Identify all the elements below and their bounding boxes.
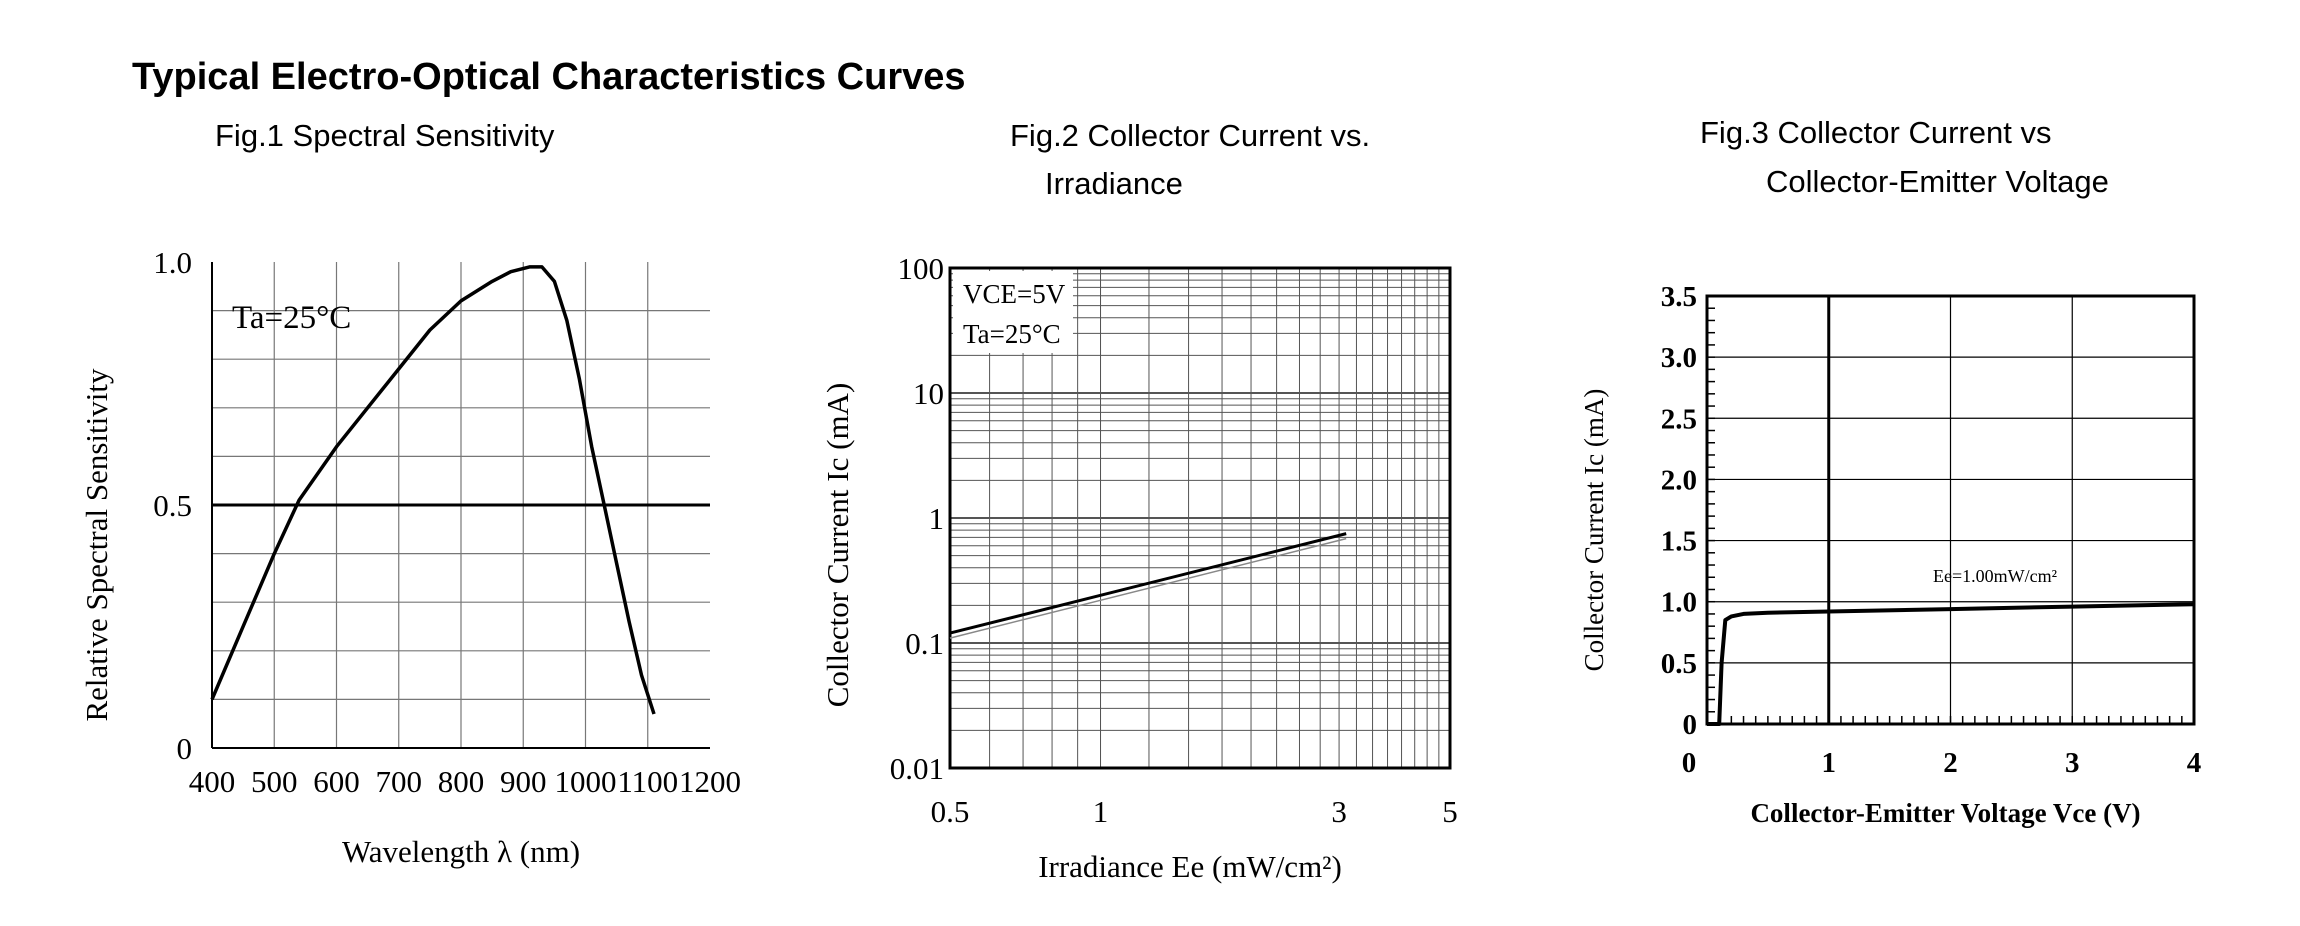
fig3-y-tick-label: 1.5 — [1661, 526, 1697, 558]
fig2-x-tick-label: 1 — [1093, 794, 1109, 829]
fig2-grid — [950, 268, 1450, 768]
fig3-y-tick-label: 0 — [1683, 709, 1698, 741]
fig3-plot-frame — [1705, 294, 2196, 726]
fig2-y-tick-label: 10 — [913, 376, 944, 411]
fig3-y-tick-label: 3.5 — [1661, 281, 1697, 313]
fig2-annotation-line1: VCE=5V — [963, 279, 1066, 309]
fig1-y-tick-label: 0 — [177, 731, 193, 766]
fig2-y-tick-label: 100 — [898, 251, 945, 286]
fig3-y-label: Collector Current Ic (mA) — [1579, 389, 1609, 672]
fig2-y-label: Collector Current Ic (mA) — [820, 383, 855, 708]
fig1-x-tick-label: 900 — [500, 764, 547, 799]
fig3-x-tick-label: 4 — [2187, 747, 2202, 779]
fig2-annotation-box — [953, 271, 1073, 353]
fig3-title-line1: Fig.3 Collector Current vs — [1700, 115, 2052, 150]
fig3-grid — [1707, 296, 2194, 724]
fig1-x-tick-label: 1200 — [679, 764, 741, 799]
fig3-y-tick-label: 1.0 — [1661, 587, 1697, 619]
fig2-x-tick-label: 5 — [1442, 794, 1458, 829]
fig2-x-tick-label: 0.5 — [931, 794, 970, 829]
fig2-series-line-shadow — [949, 537, 1347, 639]
fig3-x-tick-label: 1 — [1822, 747, 1837, 779]
fig1-y-tick-label: 0.5 — [153, 488, 192, 523]
fig2-y-tick-label: 0.1 — [905, 626, 944, 661]
fig3-series-label: Ee=1.00mW/cm² — [1933, 566, 2057, 586]
fig1-x-tick-label: 600 — [313, 764, 360, 799]
fig1-x-label: Wavelength λ (nm) — [342, 834, 580, 869]
fig1-x-tick-label: 1100 — [617, 764, 678, 799]
fig1-y-tick-label: 1.0 — [153, 245, 192, 280]
page-title: Typical Electro-Optical Characteristics … — [132, 56, 966, 98]
fig2-series-line — [949, 532, 1347, 635]
fig1-annotation: Ta=25°C — [232, 300, 351, 336]
fig3-x-tick-label: 0 — [1682, 747, 1697, 779]
fig2-title-line2: Irradiance — [1045, 166, 1183, 201]
fig3-y-tick-label: 3.0 — [1661, 342, 1697, 374]
fig2-y-tick-label: 0.01 — [890, 751, 944, 786]
fig1-x-tick-label: 400 — [189, 764, 236, 799]
fig3-y-tick-label: 2.0 — [1661, 464, 1697, 496]
fig1-x-tick-label: 1000 — [555, 764, 617, 799]
fig3-title-line2: Collector-Emitter Voltage — [1766, 164, 2109, 199]
fig2-x-label: Irradiance Ee (mW/cm²) — [1038, 849, 1342, 884]
fig2-x-tick-label: 3 — [1331, 794, 1347, 829]
fig3-x-label: Collector-Emitter Voltage Vce (V) — [1750, 798, 2140, 828]
fig3-series-line — [1707, 602, 2195, 726]
fig2-y-tick-label: 1 — [929, 501, 945, 536]
fig3-x-tick-label: 2 — [1943, 747, 1958, 779]
fig1-series-line — [210, 265, 656, 715]
fig1-y-label: Relative Spectral Sensitivity — [79, 368, 114, 721]
fig2-annotation-line2: Ta=25°C — [963, 319, 1061, 349]
fig3-x-tick-label: 3 — [2065, 747, 2080, 779]
fig3-y-tick-label: 0.5 — [1661, 648, 1697, 680]
fig3-y-tick-label: 2.5 — [1661, 403, 1697, 435]
fig1-title: Fig.1 Spectral Sensitivity — [215, 118, 555, 153]
fig1-x-tick-label: 700 — [376, 764, 423, 799]
fig1-x-tick-label: 800 — [438, 764, 485, 799]
fig2-title-line1: Fig.2 Collector Current vs. — [1010, 118, 1371, 153]
fig2-plot-frame — [948, 266, 1452, 770]
fig1-x-tick-label: 500 — [251, 764, 298, 799]
